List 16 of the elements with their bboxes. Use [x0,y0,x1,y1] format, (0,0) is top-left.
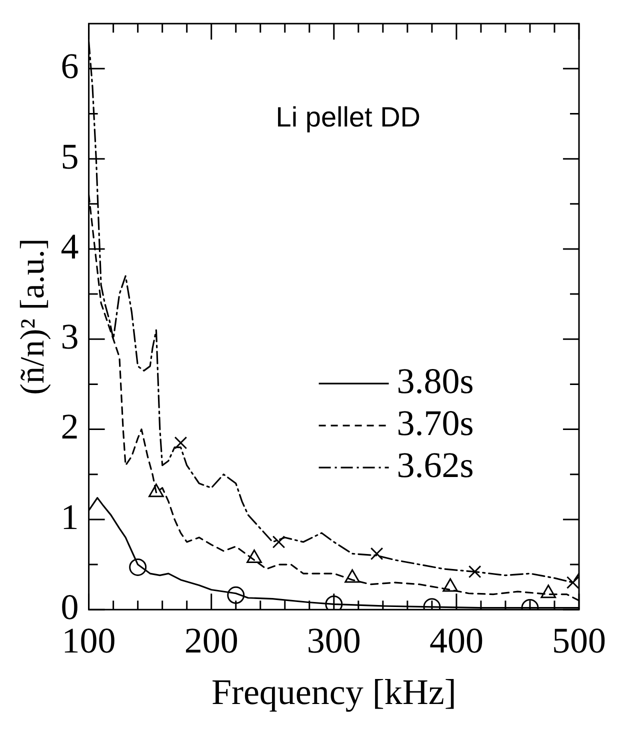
y-tick-label: 4 [60,226,79,266]
x-tick-label: 300 [306,620,361,661]
y-tick-label: 5 [60,136,79,176]
x-tick-label: 500 [552,620,606,661]
annotation: Li pellet DD [276,101,421,132]
y-tick-label: 3 [60,316,79,357]
x-tick-label: 400 [429,620,484,661]
legend-label: 3.62s [396,445,474,486]
legend-label: 3.80s [396,361,474,402]
y-tick-label: 2 [60,406,79,447]
x-tick-label: 200 [184,620,238,661]
y-tick-label: 6 [60,46,79,86]
y-tick-label: 1 [60,496,79,537]
y-axis-title: (ñ/n)² [a.u.] [14,238,52,395]
x-axis-title: Frequency [kHz] [211,672,456,712]
legend-label: 3.70s [396,403,474,444]
